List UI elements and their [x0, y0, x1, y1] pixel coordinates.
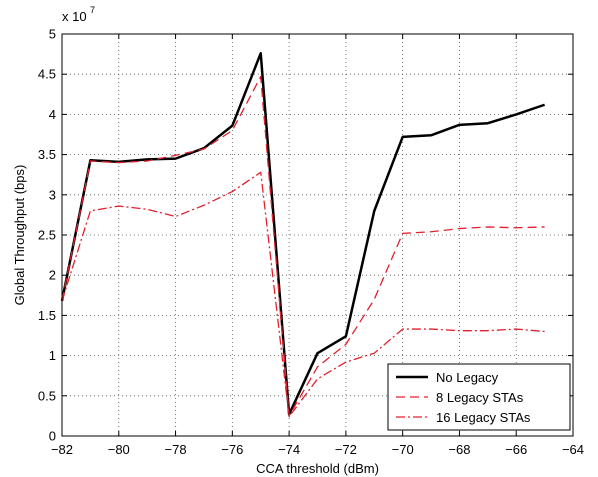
y-tick-label: 2.5	[38, 228, 56, 243]
y-axis-label: Global Throughput (bps)	[12, 165, 27, 306]
x-tick-label: −68	[448, 442, 470, 457]
y-multiplier-label: x 10	[62, 9, 87, 24]
y-tick-label: 5	[49, 27, 56, 42]
y-tick-label: 3	[49, 187, 56, 202]
series-line-0	[60, 52, 546, 416]
data-series	[60, 52, 546, 418]
x-axis-label: CCA threshold (dBm)	[256, 461, 379, 476]
y-tick-label: 2	[49, 268, 56, 283]
y-tick-label: 4	[49, 107, 56, 122]
series-line-2	[61, 171, 545, 418]
x-tick-label: −76	[221, 442, 243, 457]
legend: No Legacy 8 Legacy STAs 16 Legacy STAs	[387, 363, 571, 431]
y-tick-label: 0.5	[38, 388, 56, 403]
x-tick-label: −66	[505, 442, 527, 457]
x-tick-label: −72	[335, 442, 357, 457]
axis-ticks: −82 −80 −78 −76 −74 −72 −70 −68 −66 −64 0 0.5 1 1.5 2 2…	[38, 27, 584, 458]
x-tick-label: −78	[165, 442, 187, 457]
x-tick-label: −74	[278, 442, 300, 457]
grid-lines	[62, 34, 573, 436]
y-tick-label: 1	[49, 348, 56, 363]
series-line-1	[61, 75, 545, 417]
legend-label-16-legacy: 16 Legacy STAs	[436, 410, 531, 425]
x-tick-label: −64	[562, 442, 584, 457]
x-tick-label: −82	[51, 442, 73, 457]
x-tick-label: −80	[108, 442, 130, 457]
y-multiplier-exponent: 7	[90, 5, 95, 15]
legend-label-8-legacy: 8 Legacy STAs	[436, 390, 524, 405]
y-tick-label: 4.5	[38, 67, 56, 82]
y-tick-label: 0	[49, 429, 56, 444]
x-tick-label: −70	[392, 442, 414, 457]
y-tick-label: 1.5	[38, 308, 56, 323]
y-tick-label: 3.5	[38, 147, 56, 162]
legend-label-no-legacy: No Legacy	[436, 370, 499, 385]
